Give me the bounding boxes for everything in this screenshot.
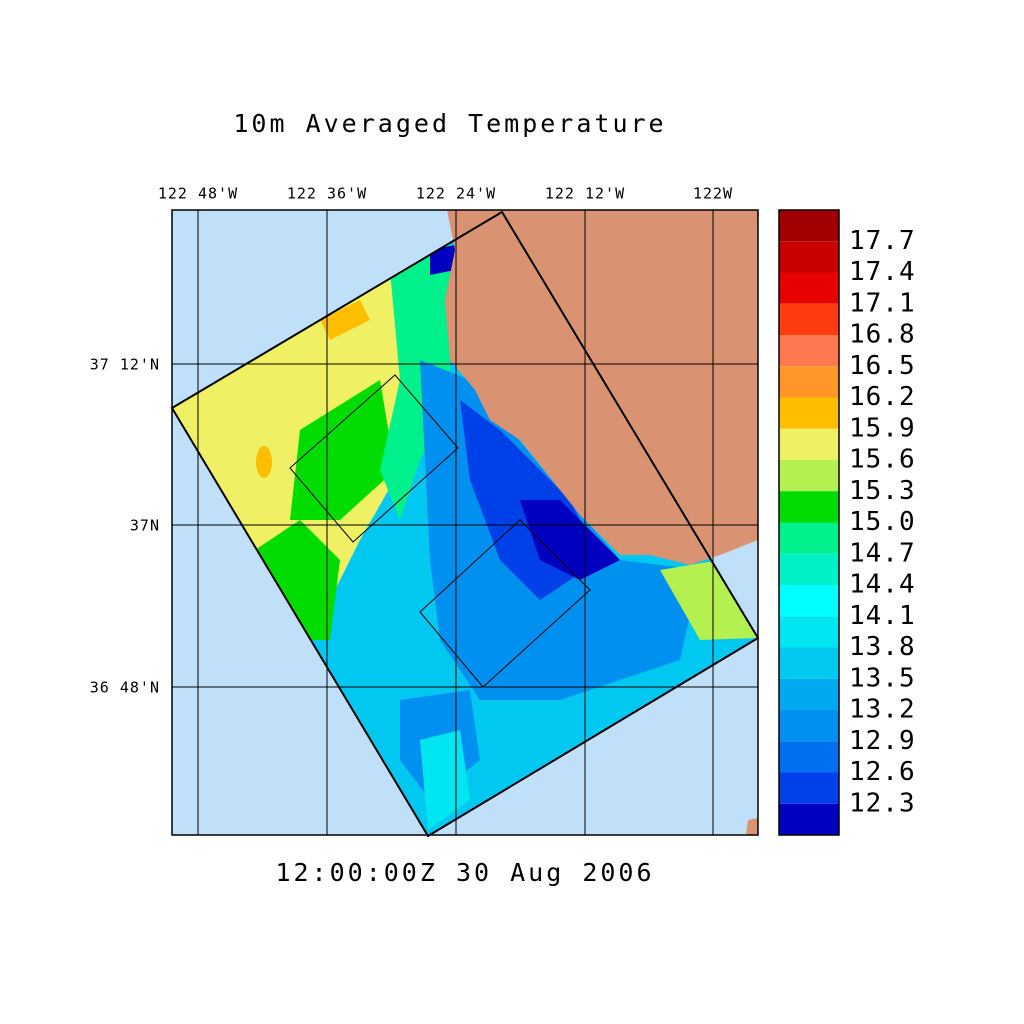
time-label: 12:00:00Z 30 Aug 2006 [275,858,654,887]
colorbar-label: 14.1 [849,601,916,631]
colorbar-label: 12.6 [849,757,916,787]
graticule [172,210,758,835]
colorbar-label: 17.7 [849,226,916,256]
frame-border [171,209,759,836]
colorbar-label: 16.2 [849,382,916,412]
colorbar-label: 15.9 [849,413,916,443]
colorbar-box [779,210,839,242]
lon-label: 122 12'W [545,185,625,203]
colorbar-label: 17.1 [849,288,916,318]
colorbar-label: 14.7 [849,538,916,568]
colorbar-box [779,303,839,335]
colorbar-box [779,335,839,367]
colorbar-label: 17.4 [849,257,916,287]
colorbar-label: 12.3 [849,788,916,818]
colorbar-box [779,647,839,679]
colorbar-box [779,491,839,523]
colorbar-box [779,241,839,273]
map-frame [170,209,760,838]
colorbar-label: 15.0 [849,507,916,537]
colorbar-label: 16.8 [849,320,916,350]
colorbar-box [779,585,839,617]
colorbar-box [779,397,839,429]
colorbar-label: 16.5 [849,351,916,381]
colorbar-label: 13.2 [849,695,916,725]
colorbar-box [779,803,839,835]
colorbar-box [779,366,839,398]
colorbar-box [779,428,839,460]
subdomain-outline [419,519,591,688]
land [746,818,758,835]
lon-label: 122 36'W [287,185,367,203]
lon-label: 122W [693,185,733,203]
colorbar-box [779,678,839,710]
lat-label: 36 48'N [90,679,160,697]
colorbar: 17.717.417.116.816.516.215.915.615.315.0… [778,209,916,836]
colorbar-box [779,553,839,585]
colorbar-box [779,460,839,492]
colorbar-box [779,616,839,648]
colorbar-border [778,209,840,836]
colorbar-box [779,710,839,742]
colorbar-label: 13.5 [849,663,916,693]
colorbar-box [779,741,839,773]
colorbar-label: 12.9 [849,726,916,756]
title: 10m Averaged Temperature [233,109,666,138]
colorbar-label: 15.3 [849,476,916,506]
colorbar-box [779,522,839,554]
colorbar-label: 13.8 [849,632,916,662]
colorbar-label: 14.4 [849,570,916,600]
lat-label: 37N [130,517,160,535]
lon-label: 122 24'W [416,185,496,203]
subdomain-outline [289,374,459,543]
colorbar-box [779,272,839,304]
land [445,210,758,565]
lat-label: 37 12'N [90,356,160,374]
lon-label: 122 48'W [158,185,238,203]
colorbar-label: 15.6 [849,445,916,475]
colorbar-box [779,772,839,804]
